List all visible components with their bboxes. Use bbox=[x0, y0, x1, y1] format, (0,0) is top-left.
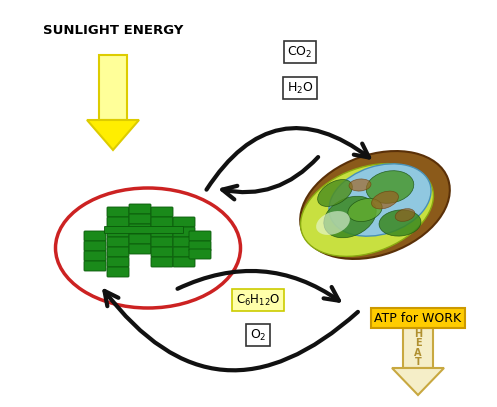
FancyBboxPatch shape bbox=[107, 267, 129, 277]
Ellipse shape bbox=[395, 209, 415, 221]
FancyBboxPatch shape bbox=[151, 207, 173, 217]
FancyBboxPatch shape bbox=[84, 231, 106, 241]
FancyBboxPatch shape bbox=[107, 227, 129, 237]
FancyBboxPatch shape bbox=[151, 217, 173, 227]
Ellipse shape bbox=[324, 196, 376, 238]
Ellipse shape bbox=[379, 210, 421, 236]
FancyBboxPatch shape bbox=[107, 237, 129, 247]
FancyBboxPatch shape bbox=[84, 251, 106, 261]
Polygon shape bbox=[87, 120, 139, 150]
Ellipse shape bbox=[348, 199, 382, 221]
FancyBboxPatch shape bbox=[107, 207, 129, 217]
Polygon shape bbox=[99, 55, 127, 120]
FancyBboxPatch shape bbox=[151, 227, 173, 237]
Ellipse shape bbox=[301, 164, 433, 256]
FancyBboxPatch shape bbox=[151, 237, 173, 247]
Ellipse shape bbox=[316, 211, 350, 235]
FancyBboxPatch shape bbox=[84, 241, 106, 251]
FancyBboxPatch shape bbox=[107, 257, 129, 267]
Polygon shape bbox=[403, 328, 433, 368]
Text: SUNLIGHT ENERGY: SUNLIGHT ENERGY bbox=[43, 24, 183, 37]
Ellipse shape bbox=[56, 188, 241, 308]
FancyBboxPatch shape bbox=[129, 204, 151, 214]
Text: C$_6$H$_{12}$O: C$_6$H$_{12}$O bbox=[236, 293, 280, 308]
FancyBboxPatch shape bbox=[129, 244, 151, 254]
FancyBboxPatch shape bbox=[173, 217, 195, 227]
FancyBboxPatch shape bbox=[129, 234, 151, 244]
Ellipse shape bbox=[366, 171, 414, 204]
FancyBboxPatch shape bbox=[84, 261, 106, 271]
Text: H
E
A
T: H E A T bbox=[414, 328, 422, 368]
FancyBboxPatch shape bbox=[173, 237, 195, 247]
FancyBboxPatch shape bbox=[107, 247, 129, 257]
Ellipse shape bbox=[300, 151, 450, 259]
Polygon shape bbox=[392, 368, 444, 395]
FancyBboxPatch shape bbox=[151, 257, 173, 267]
Ellipse shape bbox=[329, 164, 431, 236]
FancyBboxPatch shape bbox=[189, 241, 211, 251]
FancyBboxPatch shape bbox=[189, 231, 211, 241]
FancyBboxPatch shape bbox=[151, 247, 173, 257]
FancyBboxPatch shape bbox=[173, 247, 195, 257]
Ellipse shape bbox=[318, 179, 352, 206]
Text: ATP for WORK: ATP for WORK bbox=[374, 311, 462, 324]
FancyBboxPatch shape bbox=[129, 224, 151, 234]
FancyBboxPatch shape bbox=[173, 227, 195, 237]
FancyBboxPatch shape bbox=[104, 227, 183, 234]
FancyBboxPatch shape bbox=[189, 249, 211, 259]
Text: O$_2$: O$_2$ bbox=[249, 328, 266, 343]
FancyBboxPatch shape bbox=[173, 257, 195, 267]
FancyBboxPatch shape bbox=[129, 214, 151, 224]
Ellipse shape bbox=[372, 191, 399, 209]
FancyBboxPatch shape bbox=[107, 217, 129, 227]
Ellipse shape bbox=[349, 179, 371, 191]
Text: H$_2$O: H$_2$O bbox=[287, 81, 313, 96]
Text: CO$_2$: CO$_2$ bbox=[287, 44, 313, 59]
